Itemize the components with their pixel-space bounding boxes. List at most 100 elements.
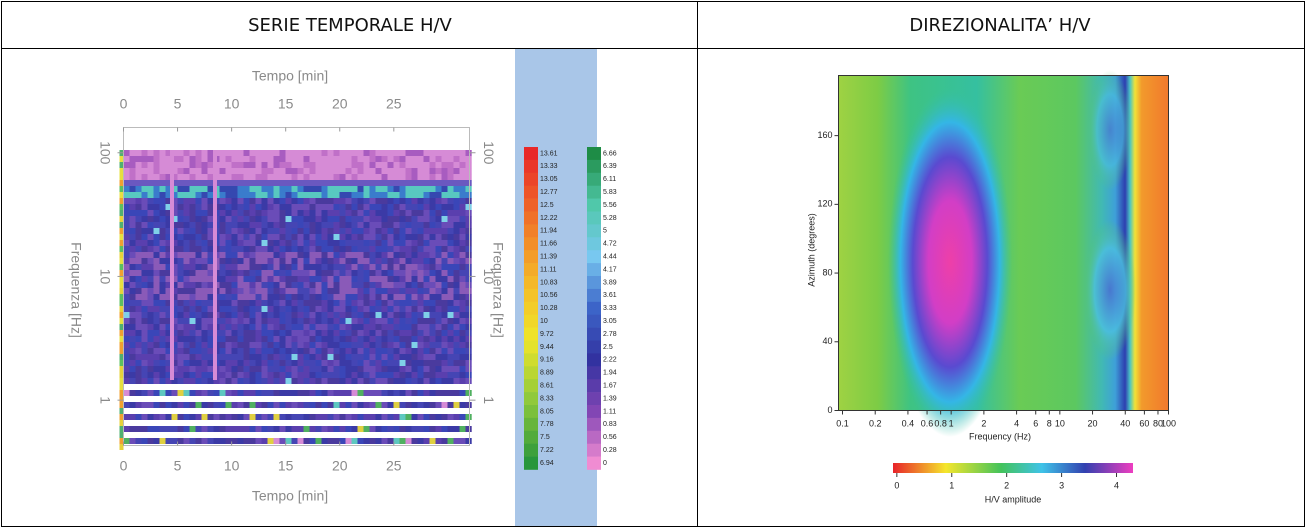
colorbar-swatch [524,327,538,341]
heatmap-cell [237,432,244,439]
x-tick-label: 15 [278,458,294,474]
heatmap-cell [417,294,424,301]
heatmap-cell [261,372,268,379]
heatmap-cell [321,174,328,181]
heatmap-cell [225,258,232,265]
heatmap-cell [321,348,328,355]
heatmap-cell [119,264,124,270]
heatmap-cell [165,180,172,187]
heatmap-cell [375,228,382,235]
heatmap-cell [303,366,310,373]
heatmap-cell [429,282,436,289]
heatmap-cell [387,216,394,223]
heatmap-cell [381,420,388,427]
heatmap-cell [165,198,172,205]
heatmap-cell [459,258,466,265]
heatmap-cell [119,300,124,306]
heatmap-cell [453,372,460,379]
heatmap-cell [441,174,448,181]
x-tick-label: 0.4 [902,418,915,428]
heatmap-cell [405,318,412,325]
heatmap-cell [399,366,406,373]
heatmap-cell [315,198,322,205]
heatmap-cell [267,162,274,169]
heatmap-cell [303,174,310,181]
heatmap-cell [399,198,406,205]
heatmap-cell [405,222,412,229]
heatmap-cell [135,204,142,211]
heatmap-cell [411,186,418,193]
heatmap-cell [315,342,322,349]
x-tick-label: 0.2 [869,418,882,428]
heatmap-cell [123,420,130,427]
heatmap-cell [147,258,154,265]
heatmap-cell [153,426,160,433]
heatmap-cell [261,354,268,361]
heatmap-cell [459,264,466,271]
heatmap-cell [405,408,412,415]
heatmap-cell [147,294,154,301]
heatmap-cell [381,192,388,199]
heatmap-cell [129,288,136,295]
heatmap-cell [141,264,148,271]
heatmap-cell [183,192,190,199]
heatmap-cell [447,408,454,415]
heatmap-cell [285,324,292,331]
heatmap-cell [189,432,196,439]
heatmap-cell [339,222,346,229]
heatmap-cell [261,426,268,433]
colorbar-label: 5 [603,228,607,235]
heatmap-cell [171,336,178,343]
heatmap-cell [273,210,280,217]
heatmap-cell [261,384,268,391]
heatmap-cell [147,432,154,439]
heatmap-cell [225,210,232,217]
heatmap-cell [153,210,160,217]
heatmap-cell [321,444,328,451]
heatmap-cell [219,270,226,277]
heatmap-cell [423,300,430,307]
heatmap-cell [141,402,148,409]
heatmap-cell [315,276,322,283]
heatmap-cell [399,360,406,367]
heatmap-cell [177,312,184,319]
heatmap-cell [399,168,406,175]
heatmap-cell [189,162,196,169]
heatmap-cell [441,312,448,319]
heatmap-cell [441,186,448,193]
heatmap-cell [315,168,322,175]
heatmap-cell [339,186,346,193]
heatmap-cell [255,204,262,211]
heatmap-cell [285,150,292,157]
heatmap-cell [381,432,388,439]
heatmap-cell [279,318,286,325]
heatmap-cell [357,318,364,325]
heatmap-cell [207,288,214,295]
heatmap-cell [465,306,472,313]
heatmap-cell [261,312,268,319]
heatmap-cell [429,342,436,349]
heatmap-cell [441,330,448,337]
heatmap-cell [135,318,142,325]
heatmap-cell [315,258,322,265]
heatmap-cell [309,402,316,409]
heatmap-cell [375,306,382,313]
heatmap-cell [201,270,208,277]
heatmap-cell [345,264,352,271]
heatmap-cell [201,336,208,343]
heatmap-cell [141,282,148,289]
heatmap-cell [213,402,220,409]
heatmap-cell [405,258,412,265]
heatmap-cell [165,234,172,241]
heatmap-cell [453,318,460,325]
heatmap-cell [243,348,250,355]
heatmap-cell [321,216,328,223]
heatmap-cell [237,426,244,433]
heatmap-cell [321,384,328,391]
heatmap-cell [255,216,262,223]
heatmap-cell [141,186,148,193]
heatmap-cell [303,348,310,355]
heatmap-cell [171,438,178,445]
colorbar-swatch [587,237,601,251]
heatmap-cell [393,180,400,187]
